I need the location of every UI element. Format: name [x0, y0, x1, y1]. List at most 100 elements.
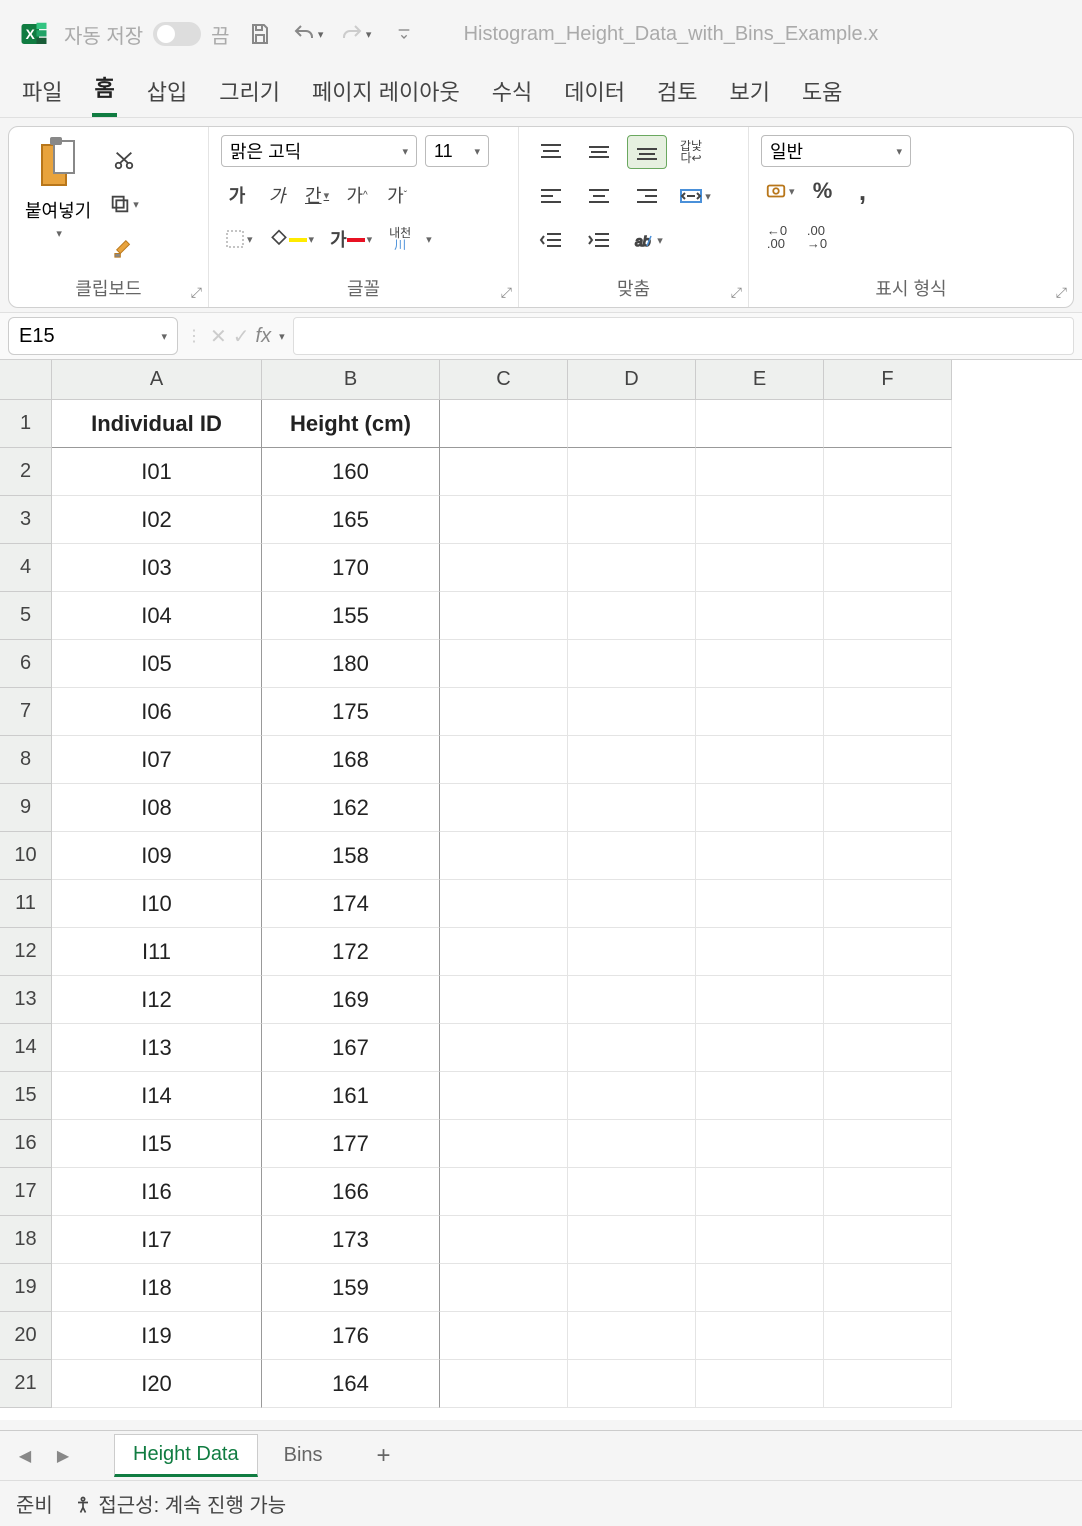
increase-decimal-button[interactable]: ←0.00 [761, 221, 793, 253]
paste-button[interactable]: 붙여넣기 ▾ [21, 135, 95, 273]
sheet-tab-bins[interactable]: Bins [266, 1436, 341, 1475]
row-header-3[interactable]: 3 [0, 496, 52, 544]
column-header-F[interactable]: F [824, 360, 952, 400]
row-header-21[interactable]: 21 [0, 1360, 52, 1408]
row-header-15[interactable]: 15 [0, 1072, 52, 1120]
cell-C1[interactable] [440, 400, 568, 448]
tab-insert[interactable]: 삽입 [145, 69, 189, 117]
cell-C11[interactable] [440, 880, 568, 928]
cell-A19[interactable]: I18 [52, 1264, 262, 1312]
cell-E16[interactable] [696, 1120, 824, 1168]
row-header-20[interactable]: 20 [0, 1312, 52, 1360]
formula-input[interactable] [293, 317, 1074, 355]
cell-A16[interactable]: I15 [52, 1120, 262, 1168]
tab-page-layout[interactable]: 페이지 레이아웃 [310, 69, 462, 117]
cell-D2[interactable] [568, 448, 696, 496]
cell-F14[interactable] [824, 1024, 952, 1072]
cell-A13[interactable]: I12 [52, 976, 262, 1024]
row-header-14[interactable]: 14 [0, 1024, 52, 1072]
shrink-font-button[interactable]: 가ˇ [381, 179, 413, 211]
cell-A2[interactable]: I01 [52, 448, 262, 496]
cell-F4[interactable] [824, 544, 952, 592]
grow-font-button[interactable]: 가^ [341, 179, 373, 211]
cell-F17[interactable] [824, 1168, 952, 1216]
cell-E17[interactable] [696, 1168, 824, 1216]
cell-A20[interactable]: I19 [52, 1312, 262, 1360]
merge-cells-button[interactable]: ▾ [675, 179, 715, 213]
cell-F2[interactable] [824, 448, 952, 496]
cell-B16[interactable]: 177 [262, 1120, 440, 1168]
cell-A3[interactable]: I02 [52, 496, 262, 544]
cell-B14[interactable]: 167 [262, 1024, 440, 1072]
cell-C14[interactable] [440, 1024, 568, 1072]
cell-F16[interactable] [824, 1120, 952, 1168]
cell-A8[interactable]: I07 [52, 736, 262, 784]
row-header-9[interactable]: 9 [0, 784, 52, 832]
number-format-select[interactable]: 일반▾ [761, 135, 911, 167]
align-bottom-button[interactable] [627, 135, 667, 169]
cell-A9[interactable]: I08 [52, 784, 262, 832]
cell-F15[interactable] [824, 1072, 952, 1120]
cell-D9[interactable] [568, 784, 696, 832]
cell-F8[interactable] [824, 736, 952, 784]
row-header-5[interactable]: 5 [0, 592, 52, 640]
cell-E13[interactable] [696, 976, 824, 1024]
row-header-6[interactable]: 6 [0, 640, 52, 688]
column-header-D[interactable]: D [568, 360, 696, 400]
copy-button[interactable]: ▾ [105, 188, 143, 220]
cell-C2[interactable] [440, 448, 568, 496]
phonetic-button[interactable]: 내천 川 [384, 223, 416, 255]
cell-D20[interactable] [568, 1312, 696, 1360]
cell-C7[interactable] [440, 688, 568, 736]
align-right-button[interactable] [627, 179, 667, 213]
decrease-decimal-button[interactable]: .00→0 [801, 221, 833, 253]
cell-A17[interactable]: I16 [52, 1168, 262, 1216]
cell-C3[interactable] [440, 496, 568, 544]
tab-review[interactable]: 검토 [655, 69, 699, 117]
cell-A15[interactable]: I14 [52, 1072, 262, 1120]
number-launcher-icon[interactable]: ⤢ [1056, 284, 1067, 301]
cell-D12[interactable] [568, 928, 696, 976]
cell-E3[interactable] [696, 496, 824, 544]
comma-button[interactable]: , [847, 175, 879, 207]
cell-B10[interactable]: 158 [262, 832, 440, 880]
accept-formula-icon[interactable]: ✓ [233, 324, 250, 349]
row-header-11[interactable]: 11 [0, 880, 52, 928]
row-header-12[interactable]: 12 [0, 928, 52, 976]
cell-F19[interactable] [824, 1264, 952, 1312]
borders-button[interactable]: ▾ [221, 223, 257, 255]
cell-A11[interactable]: I10 [52, 880, 262, 928]
fill-color-button[interactable]: ▾ [265, 223, 319, 255]
cell-C13[interactable] [440, 976, 568, 1024]
cell-C6[interactable] [440, 640, 568, 688]
cell-E8[interactable] [696, 736, 824, 784]
cell-B13[interactable]: 169 [262, 976, 440, 1024]
cell-F9[interactable] [824, 784, 952, 832]
tab-draw[interactable]: 그리기 [217, 69, 282, 117]
cell-B12[interactable]: 172 [262, 928, 440, 976]
row-header-8[interactable]: 8 [0, 736, 52, 784]
column-header-A[interactable]: A [52, 360, 262, 400]
cell-F13[interactable] [824, 976, 952, 1024]
align-left-button[interactable] [531, 179, 571, 213]
cell-B5[interactable]: 155 [262, 592, 440, 640]
row-header-2[interactable]: 2 [0, 448, 52, 496]
cell-C16[interactable] [440, 1120, 568, 1168]
cell-F10[interactable] [824, 832, 952, 880]
cell-E10[interactable] [696, 832, 824, 880]
cell-D21[interactable] [568, 1360, 696, 1408]
cell-E6[interactable] [696, 640, 824, 688]
cell-D14[interactable] [568, 1024, 696, 1072]
cell-B9[interactable]: 162 [262, 784, 440, 832]
autosave-toggle[interactable]: 자동 저장 끔 [64, 20, 230, 49]
cell-A6[interactable]: I05 [52, 640, 262, 688]
cell-D8[interactable] [568, 736, 696, 784]
tab-data[interactable]: 데이터 [562, 69, 627, 117]
cell-D15[interactable] [568, 1072, 696, 1120]
cell-B8[interactable]: 168 [262, 736, 440, 784]
sheet-tab-height-data[interactable]: Height Data [114, 1434, 258, 1477]
cell-A18[interactable]: I17 [52, 1216, 262, 1264]
align-top-button[interactable] [531, 135, 571, 169]
cell-E18[interactable] [696, 1216, 824, 1264]
cell-B21[interactable]: 164 [262, 1360, 440, 1408]
